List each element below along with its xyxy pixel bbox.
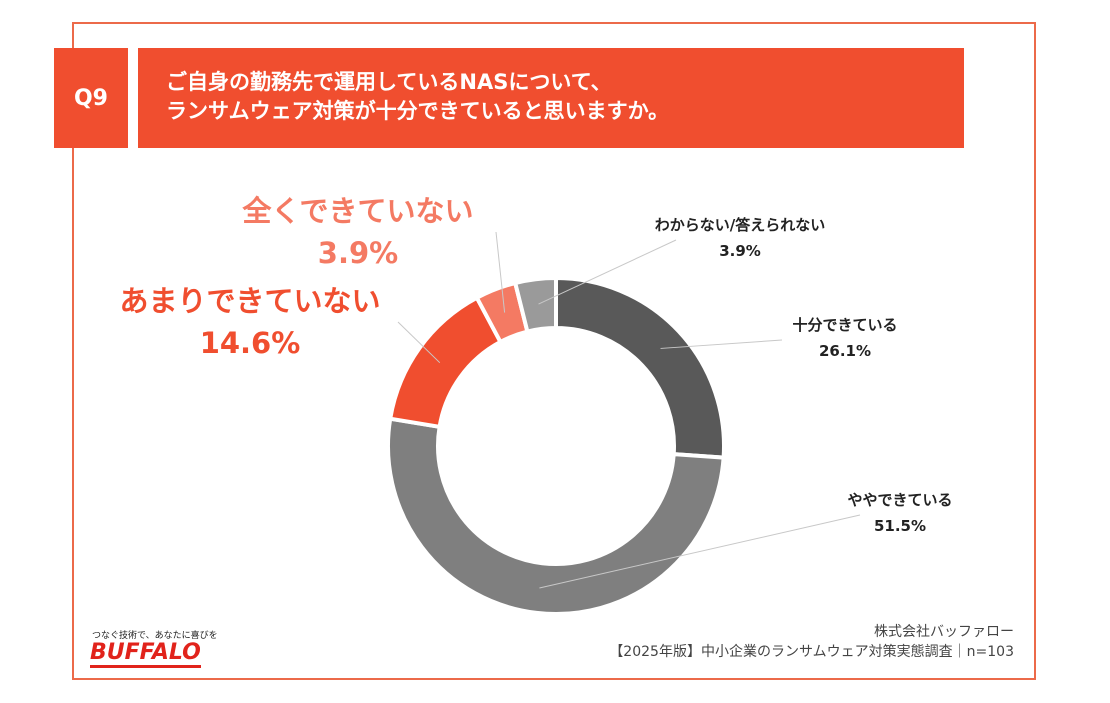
buffalo-logo: BUFFALO: [90, 641, 201, 668]
slice-value: 3.9%: [317, 236, 399, 270]
donut-slice-sufficient: [554, 275, 726, 460]
donut-slices: [386, 275, 726, 616]
slice-category: 十分できている: [792, 316, 898, 334]
source-note: 株式会社バッファロー 【2025年版】中小企業のランサムウェア対策実態調査｜n=…: [609, 622, 1014, 662]
question-title-line-1: ご自身の勤務先で運用しているNASについて、: [166, 70, 612, 94]
leader-lines: [397, 231, 861, 589]
leader-line-not-much: [397, 321, 441, 364]
logo-tagline: つなぐ技術で、あなたに喜びを: [92, 631, 218, 641]
question-title-bar: ご自身の勤務先で運用しているNASについて、 ランサムウェア対策が十分できている…: [138, 48, 964, 148]
leader-line-unknown: [538, 239, 677, 305]
slice-label-not-at-all: 全くできていない 3.9%: [220, 190, 496, 274]
leader-line-somewhat: [539, 514, 861, 589]
leader-line-not-at-all: [495, 231, 506, 313]
slice-value: 26.1%: [818, 342, 872, 360]
slice-category: あまりできていない: [119, 284, 381, 318]
donut-slice-not-much: [387, 295, 504, 430]
question-title-line-2: ランサムウェア対策が十分できていると思いますか。: [166, 99, 670, 123]
slice-category: ややできている: [847, 491, 953, 509]
donut-slice-unknown: [512, 275, 558, 334]
slice-value: 14.6%: [199, 326, 301, 360]
slice-label-not-much: あまりできていない 14.6%: [100, 280, 400, 364]
survey-source: 【2025年版】中小企業のランサムウェア対策実態調査｜n=103: [609, 644, 1014, 660]
slice-label-sufficient: 十分できている 26.1%: [770, 312, 920, 364]
slice-category: 全くできていない: [242, 194, 474, 228]
slice-value: 51.5%: [873, 517, 927, 535]
leader-line-sufficient: [660, 339, 783, 349]
slice-label-unknown: わからない/答えられない 3.9%: [625, 212, 855, 264]
question-badge: Q9: [54, 48, 128, 148]
company-name: 株式会社バッファロー: [874, 624, 1014, 640]
slice-value: 3.9%: [719, 242, 761, 260]
slice-category: わからない/答えられない: [654, 216, 826, 234]
question-number: Q9: [73, 85, 108, 111]
slice-label-somewhat: ややできている 51.5%: [820, 487, 980, 539]
